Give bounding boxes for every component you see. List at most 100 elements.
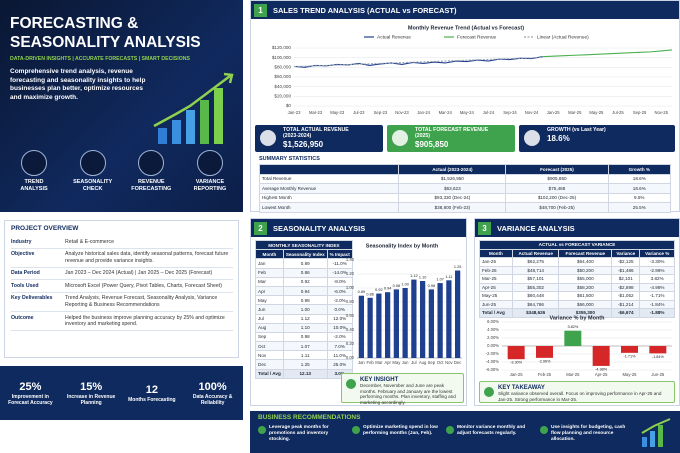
table-cell: $63,623 [398,183,507,194]
rec-text: Monitor variance monthly and adjust fore… [457,425,526,436]
table-cell: Mar-25 [479,274,513,284]
y-tick-label: $120,000 [272,45,292,50]
table-cell: Nov [255,350,284,361]
table-cell: $57,101 [511,274,560,284]
card-title: GROWTH (vs Last Year) [547,127,606,133]
bar [428,289,434,358]
value-label: 0.92 [375,288,382,292]
table-header: Month [255,249,284,260]
y-tick-label: 2.00% [487,335,499,340]
table-cell: -3.30% [639,257,675,267]
table-title-row: ACTUAL vs FORECAST VARIANCE [479,240,675,250]
legend-label: Forecast Revenue [457,34,497,40]
x-tick-label: Apr [384,360,391,365]
table-cell: 18.6% [607,173,672,184]
y-tick-label: $0 [286,103,292,108]
table-cell: Feb-25 [479,265,513,275]
table-cell: May-25 [479,291,513,301]
bar [367,297,373,358]
kpi-value: 100% [198,380,227,393]
bar [536,346,553,358]
feature-icon [79,150,106,176]
section-header: 1 SALES TREND ANALYSIS (ACTUAL vs FORECAS… [251,1,679,19]
table-cell: $38,800 (Feb-23) [398,202,507,213]
overview-value: Trend Analysis, Revenue Forecast, Season… [65,295,218,309]
hero-subtitle: DATA-DRIVEN INSIGHTS | ACCURATE FORECAST… [10,56,190,62]
feature: VARIANCE REPORTING [182,150,238,208]
x-tick-label: Jun-25 [651,372,664,377]
table-footer-cell: Total / Avg [255,368,284,379]
table-cell: 1.07 [282,341,328,352]
x-tick-label: May-23 [330,110,345,115]
y-tick-label: 1.40 [346,257,355,262]
table-cell: 9.5% [607,192,672,203]
table-cell: 1.11 [282,350,328,361]
x-tick-label: Apr-25 [595,372,608,377]
y-tick-label: 0.20 [346,341,355,346]
table-footer-cell: 12.13 [282,368,328,379]
table-row: Sep 0.98 -2.0% [255,331,353,343]
bar [446,280,452,358]
table-cell: $102,200 (Dec-25) [505,192,609,203]
overview-row: Objective Analyze historical sales data, … [11,249,233,268]
y-tick-label: 0.00% [487,343,499,348]
data-table: MONTHLY SEASONALITY INDEX Month Seasonalit… [255,239,353,379]
summary-table-wrap: Actual (2023-2024) Forecast (2025) Growth … [258,164,672,213]
x-tick-label: Mar-23 [309,110,323,115]
overview-row: Tools Used Microsoft Excel (Power Query, … [11,280,233,293]
table-row: Jul 1.12 12.0% [255,313,353,324]
summary-title: SUMMARY STATISTICS [259,156,320,162]
card-title: TOTAL FORECAST REVENUE [415,127,489,133]
overview-value: Helped the business improve planning acc… [65,314,225,328]
x-tick-label: Nov-25 [654,110,668,115]
x-tick-label: Jun [402,360,409,365]
variance-chart: Variance % by Month -6.00% -4.00% -2.00% 0.0… [486,315,672,377]
y-tick-label: 1.20 [346,271,355,276]
value-label: 1.10 [419,276,426,280]
trend-chart: Monthly Revenue Trend (Actual vs Forecas… [272,25,673,115]
y-tick-label: $100,000 [272,55,292,60]
table-cell: -4.98% [639,282,675,292]
takeaway-text: Slight variance observed overall. Focus … [498,391,662,402]
table-title: ACTUAL vs FORECAST VARIANCE [479,240,675,250]
kpi-value: 12 [145,383,158,396]
table-row: May-25 $60,448 $61,500 -$1,052 -1.71% [479,291,675,301]
data-table: ACTUAL vs FORECAST VARIANCE Month Actual R… [479,240,675,318]
insight-title: KEY INSIGHT [360,377,399,383]
bar [621,346,638,353]
value-label: 0.98 [428,284,435,288]
table-cell: 1.12 [282,313,328,324]
recommendation: Leverage peak months for promotions and … [258,425,346,443]
kpi-card: GROWTH (vs Last Year) 18.6% [519,125,675,152]
table-cell: Average Monthly Revenue [258,183,400,194]
section-title: SEASONALITY ANALYSIS [273,223,366,233]
table-header: Forecast Revenue [558,248,613,258]
value-label: 1.25 [454,265,461,269]
table-cell: Jan-25 [479,257,513,267]
x-tick-label: Feb-25 [538,372,552,377]
overview-value: Retail & E-commerce [65,238,115,245]
kpi-value: 25% [19,380,42,393]
y-tick-label: 0.00 [346,355,355,360]
overview-key: Data Period [11,270,40,277]
deco-bar [158,128,167,144]
kpi-value: 15% [80,380,103,393]
overview-rows: Industry Retail & E-commerce Objective Anal… [11,236,233,332]
overview-key: Outcome [11,314,34,321]
bar [564,330,582,346]
recommendation: Monitor variance monthly and adjust fore… [446,425,534,443]
seasonality-section: 2 SEASONALITY ANALYSIS MONTHLY SEASONALIT… [250,218,467,406]
bar [437,283,443,358]
hero-title: FORECASTING & SEASONALITY ANALYSIS [10,15,201,51]
table-header: Forecast (2025) [505,164,609,175]
rec-icon [540,426,548,434]
table-header: Variance [611,248,641,258]
feature-icon [196,150,223,176]
table-cell: 18.6% [607,183,672,194]
value-label: 0.86 [366,292,373,296]
table-cell: May [255,295,284,306]
recommendations-panel: BUSINESS RECOMMENDATIONS Leverage peak m… [250,411,680,453]
overview-key: Key Deliverables [11,295,53,302]
x-tick-label: Oct [437,360,444,365]
